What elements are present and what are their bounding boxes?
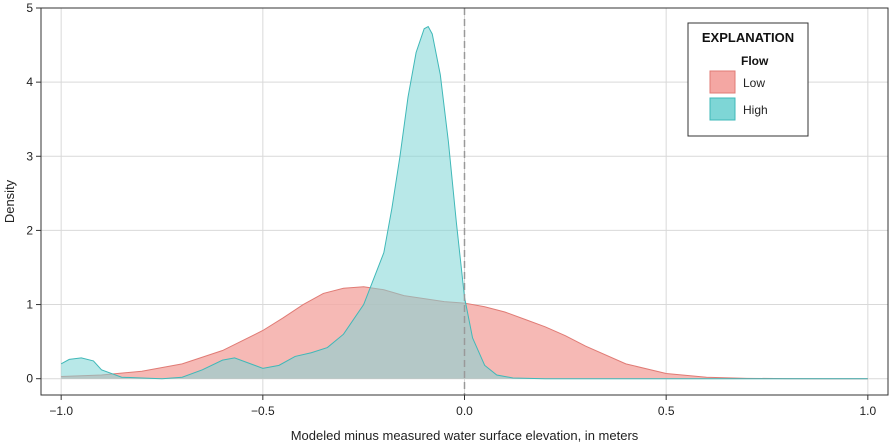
series-line-high xyxy=(60,25,868,380)
y-tick-label-2: 2 xyxy=(26,223,33,237)
legend-label-low: Low xyxy=(743,76,765,90)
legend: EXPLANATION Flow Low High xyxy=(687,22,809,137)
x-tick-label-4: 1.0 xyxy=(859,404,876,418)
legend-box xyxy=(687,22,809,137)
x-tick-label-0: −1.0 xyxy=(49,404,73,418)
legend-swatch-high xyxy=(709,97,736,121)
y-tick-label-0: 0 xyxy=(26,372,33,386)
x-tick-label-1: −0.5 xyxy=(251,404,275,418)
legend-swatch-low xyxy=(709,70,736,94)
legend-label-high: High xyxy=(743,103,768,117)
y-tick-label-5: 5 xyxy=(26,1,33,15)
x-axis-title: Modeled minus measured water surface ele… xyxy=(291,428,639,443)
legend-subtitle: Flow xyxy=(741,54,769,68)
y-tick-label-4: 4 xyxy=(26,75,33,89)
x-axis: −1.0 −0.5 0.0 0.5 1.0 xyxy=(49,395,876,418)
y-axis-title: Density xyxy=(2,179,17,223)
y-axis: 0 1 2 3 4 5 xyxy=(26,1,41,386)
y-tick-label-3: 3 xyxy=(26,149,33,163)
x-tick-label-2: 0.0 xyxy=(456,404,473,418)
y-tick-label-1: 1 xyxy=(26,298,33,312)
legend-title: EXPLANATION xyxy=(702,30,794,45)
x-tick-label-3: 0.5 xyxy=(658,404,675,418)
